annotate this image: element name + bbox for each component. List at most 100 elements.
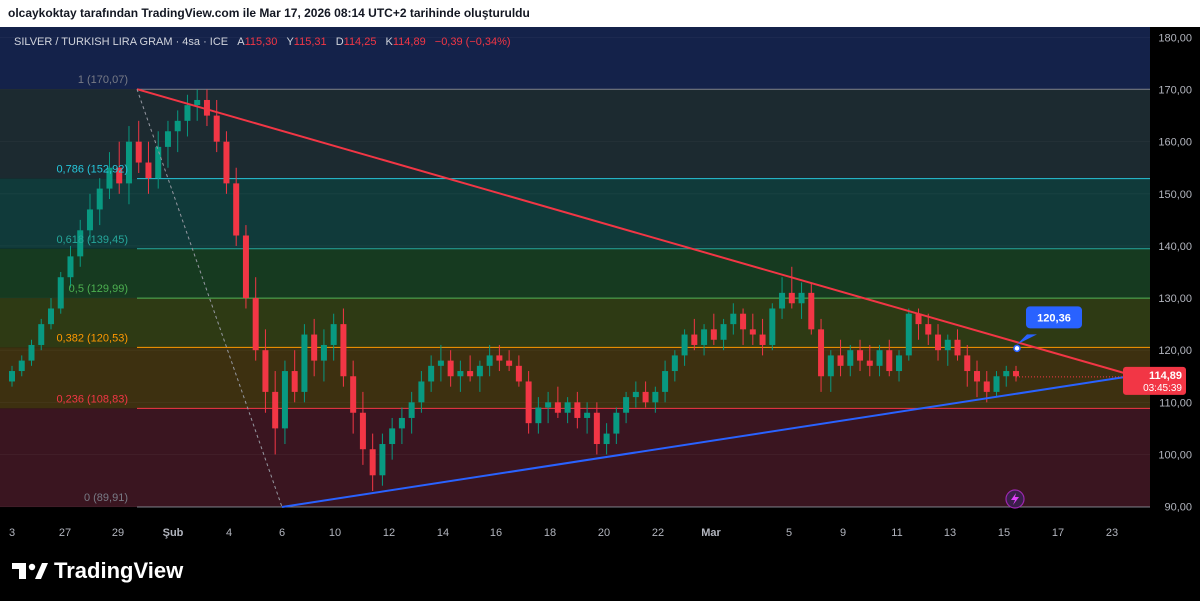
fib-band: [0, 408, 1150, 508]
candle-body: [671, 355, 678, 372]
candle-body: [155, 146, 162, 179]
candle-body: [779, 292, 786, 309]
candle-body: [125, 141, 132, 184]
candle-body: [359, 412, 366, 450]
time-tick-label: 9: [840, 527, 846, 539]
candle-body: [964, 355, 971, 372]
candle-body: [174, 120, 181, 132]
close-value: 114,89: [392, 36, 426, 48]
candlesticks: [9, 89, 1019, 491]
candle-body: [350, 376, 357, 413]
candle-body: [135, 141, 142, 163]
candle-body: [38, 324, 45, 345]
resistance-trendline: [136, 88, 1151, 382]
price-axis: 90,00 100,00 110,00 120,00 130,00 140,00 150,0…: [1150, 27, 1200, 548]
fib-level-label: 0,382 (120,53): [56, 332, 128, 344]
low-label: D: [335, 36, 344, 48]
candle-body: [691, 334, 698, 345]
time-tick-label: 22: [652, 527, 664, 539]
callout-anchor: [1013, 344, 1021, 353]
candle-body: [28, 344, 35, 361]
last-price-tag: [1123, 366, 1186, 395]
candle-body: [428, 365, 435, 382]
fibonacci-bands: [0, 27, 1150, 508]
candle-body: [184, 105, 191, 121]
candle-body: [584, 412, 591, 418]
price-tick-label: 110,00: [1159, 397, 1192, 409]
candle-body: [681, 334, 688, 356]
callout-box: [1026, 306, 1082, 329]
price-tick-label: 130,00: [1158, 293, 1192, 305]
fib-anchor-line: [136, 89, 283, 508]
time-tick-label: 16: [490, 527, 502, 539]
price-tick-label: 170,00: [1158, 85, 1192, 97]
candle-body: [369, 449, 376, 476]
price-chart[interactable]: 1 (170,07) 0,786 (152,92) 0,618 (139,45) 0,…: [0, 27, 1200, 548]
candle-body: [233, 183, 240, 236]
candle-body: [86, 209, 93, 231]
candle-body: [944, 339, 951, 351]
candle-body: [545, 402, 552, 408]
time-tick-label: Mar: [701, 527, 721, 539]
footer-bar: [0, 548, 1200, 601]
time-tick-label: 3: [9, 527, 15, 539]
fib-level-label: 1 (170,07): [78, 74, 128, 86]
fib-band: [0, 89, 1150, 179]
price-tick-label: 100,00: [1158, 449, 1192, 461]
symbol-legend: SILVER / TURKISH LIRA GRAM · 4sa · ICE A…: [14, 36, 511, 48]
candle-body: [935, 334, 942, 351]
fib-band: [0, 178, 1150, 249]
candle-body: [720, 324, 727, 340]
callout-value: 120,36: [1037, 312, 1071, 324]
candle-body: [281, 371, 288, 429]
time-axis-bg: [0, 517, 1200, 548]
symbol-name: SILVER / TURKISH LIRA GRAM · 4sa · ICE: [14, 36, 229, 48]
candle-body: [613, 412, 620, 434]
fib-band-top: [0, 27, 1150, 90]
candle-body: [808, 292, 815, 330]
tradingview-logo[interactable]: TradingView: [12, 558, 183, 584]
candle-body: [77, 230, 84, 257]
open-value: 115,30: [244, 36, 278, 48]
candle-body: [535, 407, 542, 424]
candle-body: [574, 402, 581, 418]
change-value: −0,39 (−0,34%): [434, 36, 511, 48]
time-tick-label: 14: [437, 527, 449, 539]
fib-level-label: 0,786 (152,92): [56, 164, 128, 176]
candle-body: [447, 360, 454, 377]
candle-body: [896, 355, 903, 372]
candle-body: [564, 402, 571, 413]
candle-body: [301, 334, 308, 392]
fib-band: [0, 248, 1150, 299]
time-tick-label: 15: [998, 527, 1010, 539]
candle-body: [876, 350, 883, 366]
price-tick-label: 120,00: [1158, 345, 1192, 357]
lightning-icon: [1005, 489, 1025, 509]
time-tick-label: 12: [383, 527, 395, 539]
high-label: Y: [286, 36, 294, 48]
time-tick-label: 4: [226, 527, 232, 539]
candle-body: [145, 162, 152, 179]
high-value: 115,31: [293, 36, 327, 48]
fib-level-label: 0 (89,91): [84, 492, 128, 504]
candle-body: [252, 298, 259, 351]
candle-body: [272, 391, 279, 429]
candle-body: [203, 99, 210, 116]
candle-body: [223, 141, 230, 184]
candle-body: [330, 324, 337, 345]
candle-body: [525, 381, 532, 424]
candle-body: [496, 355, 503, 361]
chart-attribution: olcaykoktay tarafından TradingView.com i…: [0, 0, 1200, 27]
last-price-value: 114,89: [1149, 370, 1182, 382]
candle-body: [554, 402, 561, 413]
support-trendline: [281, 372, 1151, 509]
candle-body: [506, 360, 513, 366]
candle-body: [116, 167, 123, 184]
time-tick-label: Şub: [163, 527, 184, 539]
fib-band: [0, 347, 1150, 409]
candle-body: [18, 360, 25, 372]
fib-band: [0, 298, 1150, 348]
candle-body: [164, 131, 171, 147]
candle-body: [47, 308, 54, 325]
